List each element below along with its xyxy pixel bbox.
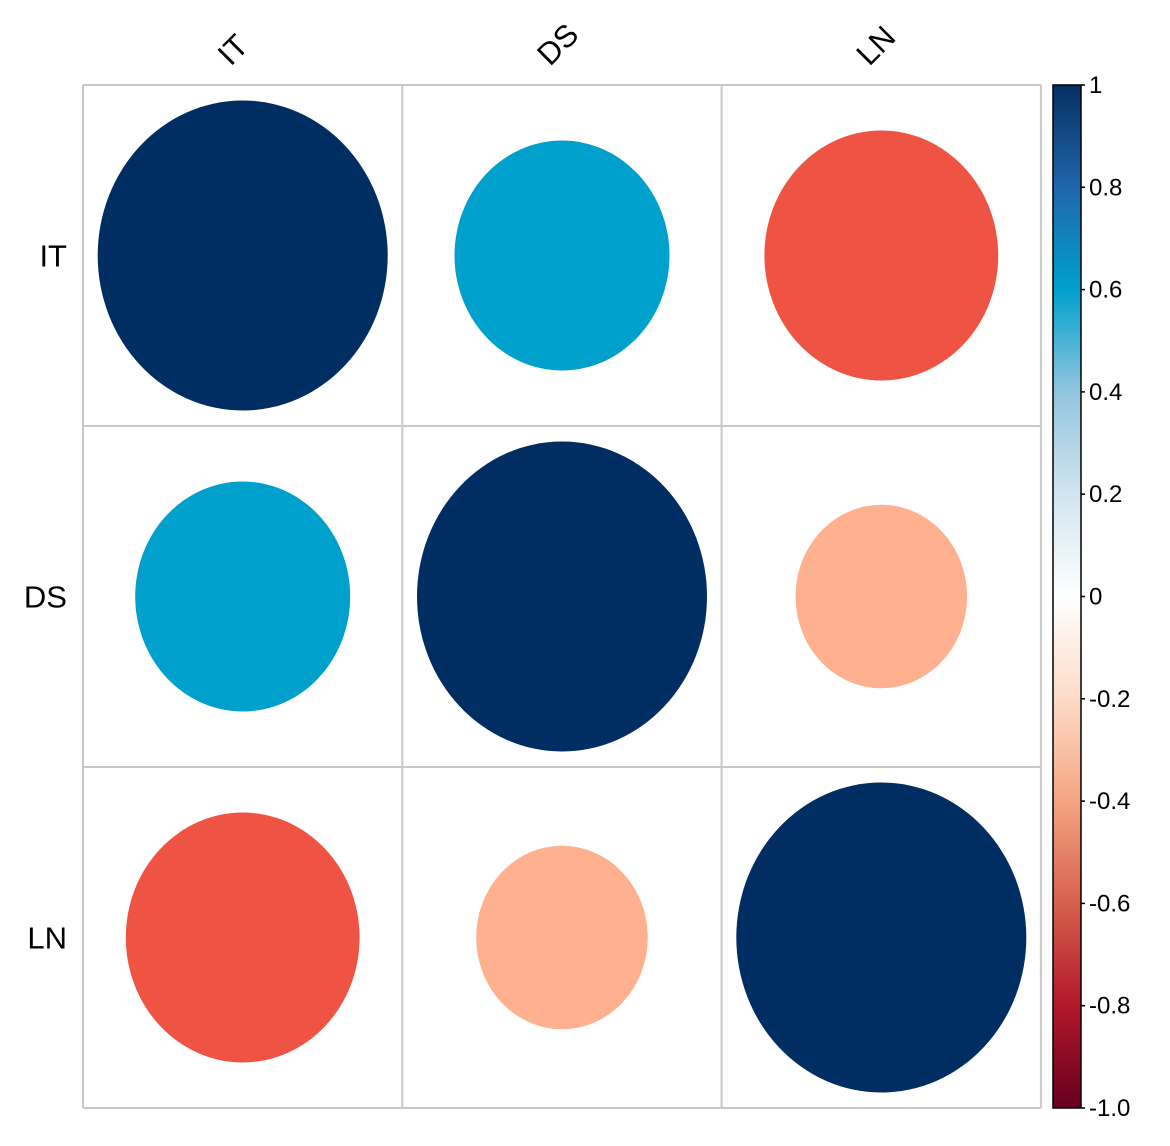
circles-layer: [97, 100, 1027, 1093]
circle-ln-ds: [476, 845, 648, 1030]
colorbar-tick-label: -0.2: [1089, 686, 1130, 713]
colorbar-tick-label: 0: [1089, 584, 1102, 611]
row-label: IT: [39, 239, 67, 274]
column-label: LN: [849, 19, 902, 72]
column-label: DS: [530, 17, 585, 72]
column-label: IT: [211, 28, 255, 72]
colorbar-tick-label: 0.6: [1089, 277, 1122, 304]
colorbar-tick-label: 0.8: [1089, 174, 1122, 201]
circle-ds-it: [135, 481, 351, 712]
colorbar-tick-label: 0.4: [1089, 379, 1122, 406]
colorbar-tick-label: -0.6: [1089, 890, 1130, 917]
colorbar-tick-label: 0.2: [1089, 481, 1122, 508]
row-label: LN: [27, 921, 67, 956]
colorbar-gradient: [1053, 85, 1081, 1108]
circle-ln-it: [125, 812, 360, 1063]
circle-it-ln: [764, 130, 999, 381]
circle-it-it: [97, 100, 388, 411]
colorbar-tick-label: -0.8: [1089, 993, 1130, 1020]
column-labels: IT DS LN: [211, 17, 902, 72]
circle-ln-ln: [736, 782, 1027, 1093]
row-label: DS: [24, 580, 67, 615]
circle-ds-ln: [795, 504, 968, 689]
grid-layer: [82, 84, 1042, 1109]
colorbar-tick-label: 1: [1089, 72, 1102, 99]
row-labels: IT DS LN: [24, 239, 67, 956]
colorbar-tick-label: -0.4: [1089, 788, 1130, 815]
colorbar: 1 0.8 0.6 0.4 0.2 0 -0.2 -0.4 -0.6 -0.8 -1.0: [1052, 72, 1130, 1122]
circle-it-ds: [454, 140, 670, 371]
circle-ds-ds: [417, 441, 707, 752]
colorbar-tick-label: -1.0: [1089, 1095, 1130, 1122]
